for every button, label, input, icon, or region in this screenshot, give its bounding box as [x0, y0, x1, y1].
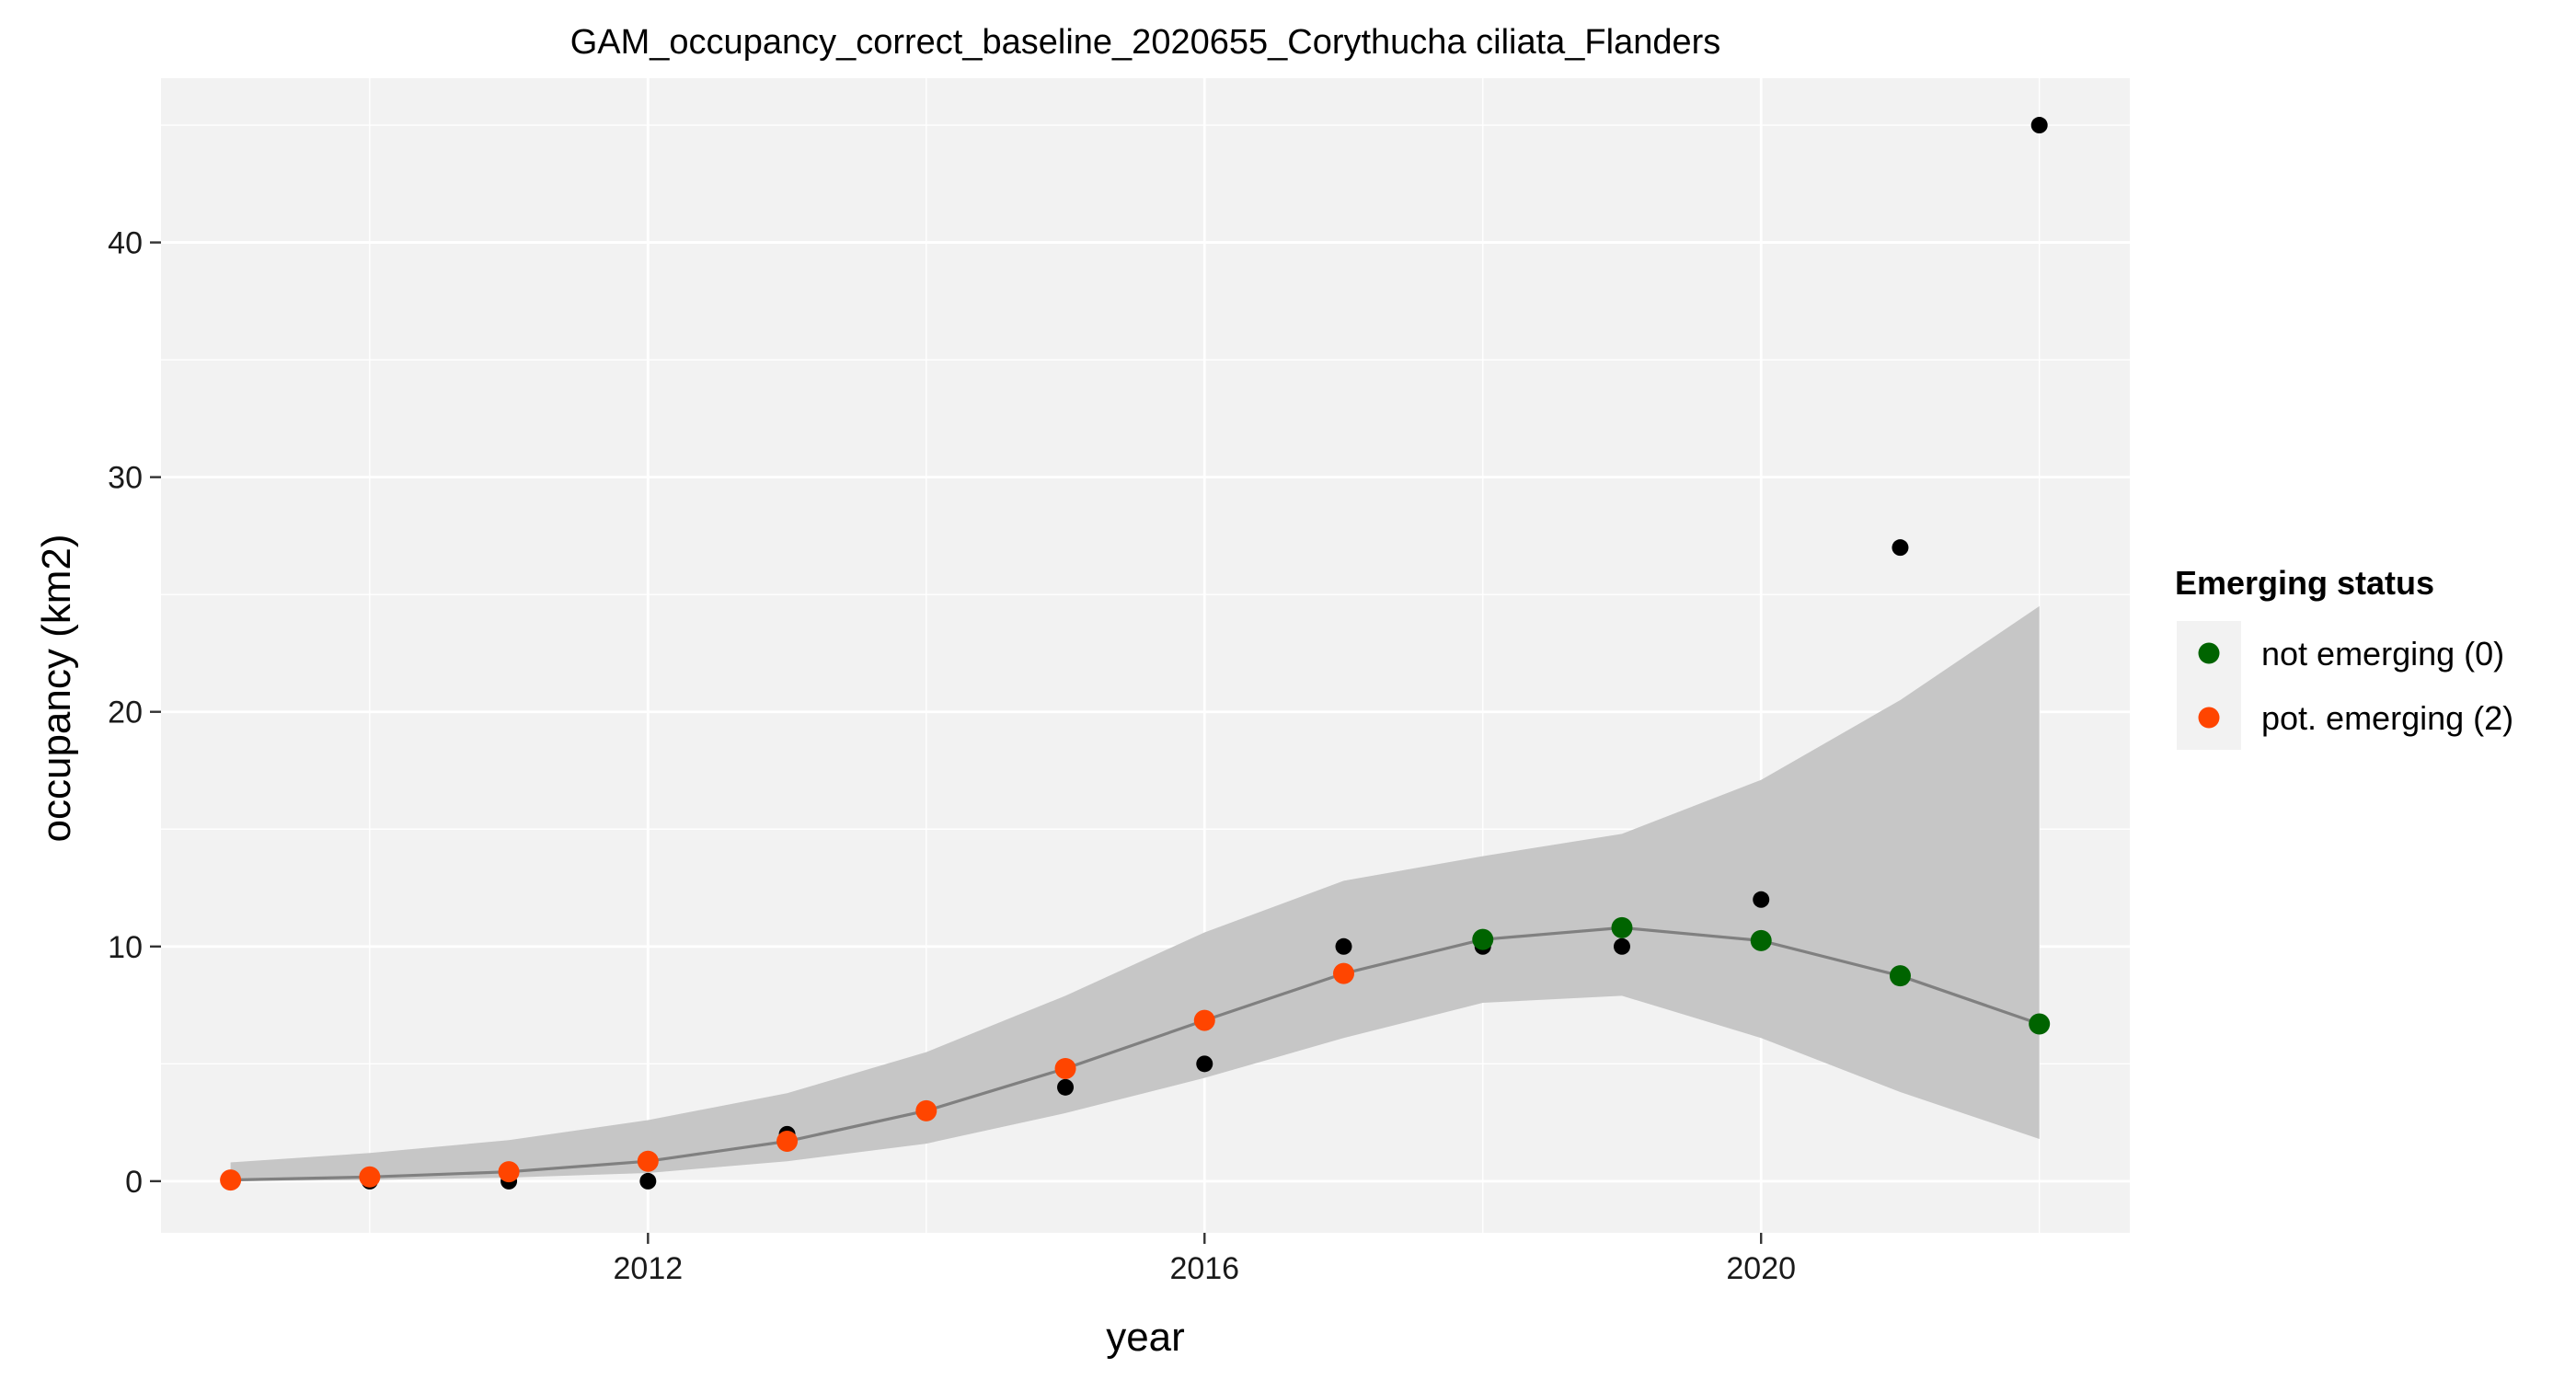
y-tick-label-0: 0: [125, 1165, 143, 1200]
fit-point-2012: [637, 1150, 659, 1172]
fit-point-2020: [1750, 929, 1772, 951]
y-axis-title: occupancy (km2): [34, 534, 79, 842]
fit-point-2013: [776, 1131, 799, 1153]
y-tick-label-10: 10: [108, 930, 143, 965]
observed-point-2022: [2030, 117, 2048, 134]
fit-point-2017: [1333, 962, 1355, 984]
fit-point-2014: [915, 1099, 937, 1121]
legend-key-0: [2198, 642, 2220, 664]
chart-title: GAM_occupancy_correct_baseline_2020655_C…: [570, 23, 1721, 62]
observed-point-2015: [1057, 1078, 1075, 1096]
observed-point-2021: [1892, 539, 1909, 557]
fit-point-2015: [1054, 1057, 1076, 1079]
legend-key-1: [2198, 707, 2220, 729]
legend-label-1: pot. emerging (2): [2261, 699, 2513, 737]
confidence-ribbon: [230, 605, 2040, 1181]
legend-title: Emerging status: [2175, 564, 2434, 602]
legend: Emerging status not emerging (0) pot. eme…: [2175, 564, 2513, 750]
x-tick-label-2012: 2012: [614, 1251, 684, 1286]
x-axis-title: year: [1106, 1315, 1185, 1360]
legend-label-0: not emerging (0): [2261, 635, 2504, 673]
x-tick-label-2020: 2020: [1726, 1251, 1796, 1286]
observed-point-2020: [1753, 891, 1770, 908]
observed-point-2017: [1335, 937, 1352, 955]
fit-point-2021: [1889, 965, 1911, 987]
y-axis: 0 10 20 30 40: [108, 226, 161, 1200]
fit-point-2022: [2029, 1013, 2051, 1035]
y-tick-label-30: 30: [108, 461, 143, 496]
fit-point-2009: [220, 1169, 242, 1191]
fit-point-2019: [1611, 916, 1633, 938]
x-axis: 2012 2016 2020: [614, 1233, 1796, 1286]
fit-point-2016: [1193, 1009, 1215, 1031]
fit-line: [230, 926, 2041, 1182]
x-tick-label-2016: 2016: [1169, 1251, 1239, 1286]
fit-point-2018: [1472, 928, 1494, 950]
observed-point-2019: [1613, 937, 1630, 955]
y-tick-label-40: 40: [108, 226, 143, 261]
fit-point-2011: [498, 1161, 520, 1183]
fit-point-2010: [359, 1166, 381, 1188]
observed-point-2012: [639, 1172, 657, 1190]
observed-point-2016: [1196, 1055, 1213, 1073]
fit-points: [220, 916, 2051, 1191]
y-tick-label-20: 20: [108, 696, 143, 730]
